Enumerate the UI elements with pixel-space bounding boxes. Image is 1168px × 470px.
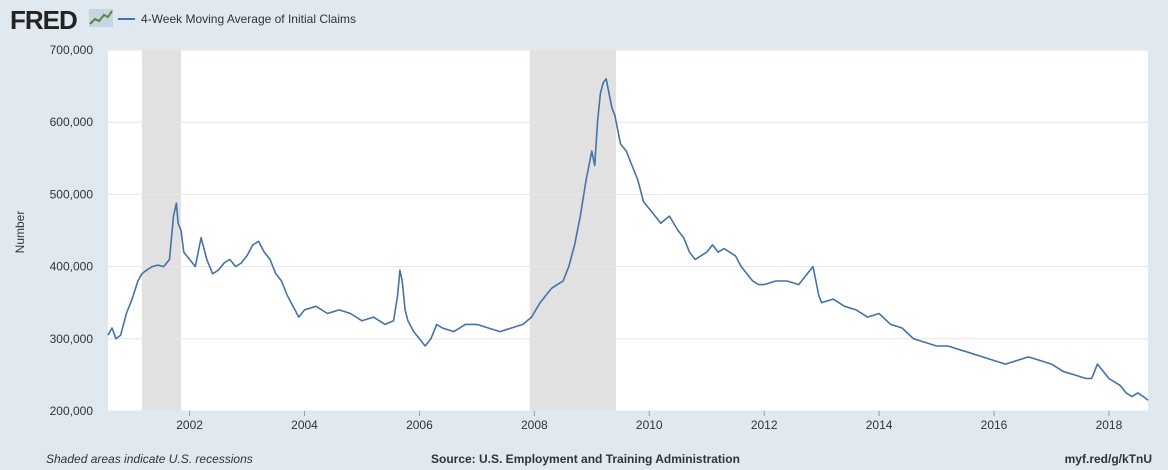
x-tick-label: 2004 [291, 418, 318, 432]
y-tick-label: 300,000 [50, 332, 94, 346]
fred-logo-chart-icon [89, 9, 113, 27]
x-tick-label: 2008 [521, 418, 548, 432]
y-tick-label: 200,000 [50, 404, 94, 418]
y-tick-label: 700,000 [50, 43, 94, 57]
source-note: Source: U.S. Employment and Training Adm… [431, 452, 740, 466]
x-tick-label: 2002 [176, 418, 203, 432]
legend: 4-Week Moving Average of Initial Claims [118, 12, 356, 26]
x-tick-label: 2010 [636, 418, 663, 432]
recession-bands [141, 50, 616, 411]
x-tick-label: 2012 [751, 418, 778, 432]
x-axis: 2002 2004 2006 2008 2010 2012 2014 2016 2018 [176, 411, 1123, 432]
short-url-link[interactable]: myf.red/g/kTnU [1064, 452, 1152, 466]
legend-label: 4-Week Moving Average of Initial Claims [141, 12, 356, 26]
fred-logo: FRED [10, 5, 78, 35]
series-layer [107, 78, 1149, 401]
legend-swatch [118, 18, 135, 20]
gridlines [108, 49, 1148, 412]
x-tick-label: 2018 [1096, 418, 1123, 432]
chart-header: FRED 4-Week Moving Average of Initial Cl… [0, 0, 1168, 40]
y-tick-label: 500,000 [50, 187, 94, 201]
plot-background [108, 50, 1148, 411]
y-tick-label: 600,000 [50, 115, 94, 129]
x-tick-label: 2006 [406, 418, 433, 432]
recession-note: Shaded areas indicate U.S. recessions [46, 452, 253, 466]
series-line [107, 78, 1149, 401]
y-axis-label: Number [13, 210, 27, 254]
x-tick-label: 2014 [866, 418, 893, 432]
recession-band-2 [529, 50, 616, 411]
x-tick-label: 2016 [981, 418, 1008, 432]
recession-band-1 [141, 50, 181, 411]
y-axis: 200,000 300,000 400,000 500,000 600,000 700,0… [50, 43, 94, 418]
y-tick-label: 400,000 [50, 260, 94, 274]
